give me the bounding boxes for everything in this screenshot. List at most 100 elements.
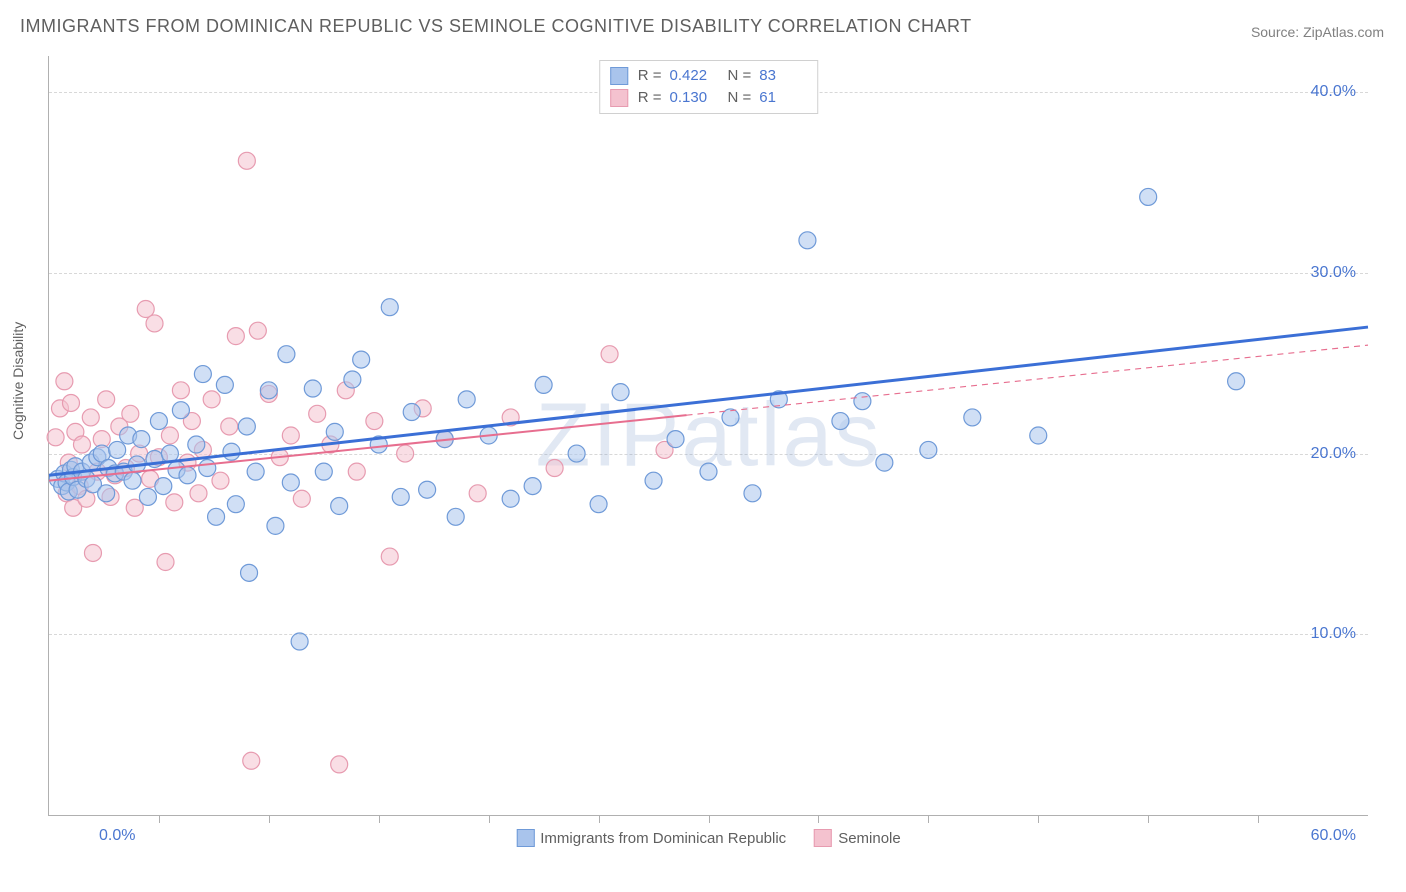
data-point-dominican (447, 508, 464, 525)
data-point-dominican (854, 393, 871, 410)
data-point-seminole (73, 436, 90, 453)
data-point-dominican (568, 445, 585, 462)
legend-row-dominican: R = 0.422 N = 83 (610, 65, 808, 87)
data-point-seminole (166, 494, 183, 511)
data-point-dominican (744, 485, 761, 502)
data-point-dominican (194, 366, 211, 383)
data-point-seminole (601, 346, 618, 363)
data-point-dominican (98, 485, 115, 502)
data-point-dominican (172, 402, 189, 419)
data-point-dominican (241, 564, 258, 581)
swatch-seminole (610, 89, 628, 107)
data-point-dominican (139, 488, 156, 505)
data-point-seminole (62, 394, 79, 411)
x-tick (379, 815, 380, 823)
data-point-dominican (832, 413, 849, 430)
data-point-dominican (304, 380, 321, 397)
data-point-seminole (293, 490, 310, 507)
r-label: R = (638, 87, 662, 109)
n-label: N = (728, 87, 752, 109)
data-point-dominican (920, 441, 937, 458)
data-point-dominican (799, 232, 816, 249)
x-tick (818, 815, 819, 823)
data-point-seminole (190, 485, 207, 502)
data-point-seminole (98, 391, 115, 408)
swatch-dominican (516, 829, 534, 847)
series-legend: Immigrants from Dominican Republic Semin… (516, 829, 900, 847)
r-value-seminole: 0.130 (670, 87, 718, 109)
data-point-dominican (216, 376, 233, 393)
data-point-seminole (331, 756, 348, 773)
data-point-dominican (645, 472, 662, 489)
data-point-seminole (546, 460, 563, 477)
data-point-seminole (122, 405, 139, 422)
legend-label-dominican: Immigrants from Dominican Republic (540, 830, 786, 847)
data-point-dominican (150, 413, 167, 430)
data-point-seminole (84, 544, 101, 561)
data-point-seminole (238, 152, 255, 169)
data-point-dominican (238, 418, 255, 435)
x-axis-max-label: 60.0% (1311, 827, 1356, 845)
data-point-dominican (260, 382, 277, 399)
data-point-dominican (876, 454, 893, 471)
x-tick (599, 815, 600, 823)
chart-title: IMMIGRANTS FROM DOMINICAN REPUBLIC VS SE… (20, 16, 972, 37)
data-point-seminole (157, 554, 174, 571)
data-point-dominican (267, 517, 284, 534)
data-point-seminole (243, 752, 260, 769)
data-point-seminole (146, 315, 163, 332)
data-point-dominican (1030, 427, 1047, 444)
data-point-seminole (381, 548, 398, 565)
data-point-dominican (458, 391, 475, 408)
data-point-seminole (282, 427, 299, 444)
x-tick (1258, 815, 1259, 823)
data-point-seminole (212, 472, 229, 489)
data-point-seminole (366, 413, 383, 430)
n-value-seminole: 61 (759, 87, 807, 109)
data-point-dominican (524, 478, 541, 495)
correlation-legend: R = 0.422 N = 83 R = 0.130 N = 61 (599, 60, 819, 114)
data-point-dominican (612, 384, 629, 401)
data-point-dominican (1140, 188, 1157, 205)
y-axis-label: Cognitive Disability (10, 322, 26, 440)
data-point-dominican (124, 472, 141, 489)
data-point-dominican (291, 633, 308, 650)
plot-area: ZIPatlas R = 0.422 N = 83 R = 0.130 N = … (48, 56, 1368, 816)
data-point-seminole (221, 418, 238, 435)
data-point-dominican (353, 351, 370, 368)
legend-row-seminole: R = 0.130 N = 61 (610, 87, 808, 109)
swatch-seminole (814, 829, 832, 847)
trendline-dominican (49, 327, 1368, 475)
data-point-dominican (331, 497, 348, 514)
data-point-seminole (56, 373, 73, 390)
data-point-dominican (381, 299, 398, 316)
data-point-dominican (326, 423, 343, 440)
data-point-dominican (223, 443, 240, 460)
x-tick (159, 815, 160, 823)
data-point-seminole (161, 427, 178, 444)
data-point-dominican (700, 463, 717, 480)
data-point-dominican (199, 460, 216, 477)
source-attribution: Source: ZipAtlas.com (1251, 24, 1384, 40)
x-tick (1148, 815, 1149, 823)
data-point-dominican (964, 409, 981, 426)
r-label: R = (638, 65, 662, 87)
data-point-seminole (172, 382, 189, 399)
data-point-seminole (348, 463, 365, 480)
data-point-seminole (47, 429, 64, 446)
data-point-seminole (309, 405, 326, 422)
n-label: N = (728, 65, 752, 87)
data-point-dominican (188, 436, 205, 453)
data-point-seminole (227, 328, 244, 345)
x-tick (709, 815, 710, 823)
data-point-dominican (667, 431, 684, 448)
data-point-dominican (282, 474, 299, 491)
data-point-dominican (208, 508, 225, 525)
legend-item-dominican: Immigrants from Dominican Republic (516, 829, 786, 847)
r-value-dominican: 0.422 (670, 65, 718, 87)
n-value-dominican: 83 (759, 65, 807, 87)
data-point-seminole (397, 445, 414, 462)
data-point-dominican (590, 496, 607, 513)
data-point-dominican (155, 478, 172, 495)
swatch-dominican (610, 67, 628, 85)
